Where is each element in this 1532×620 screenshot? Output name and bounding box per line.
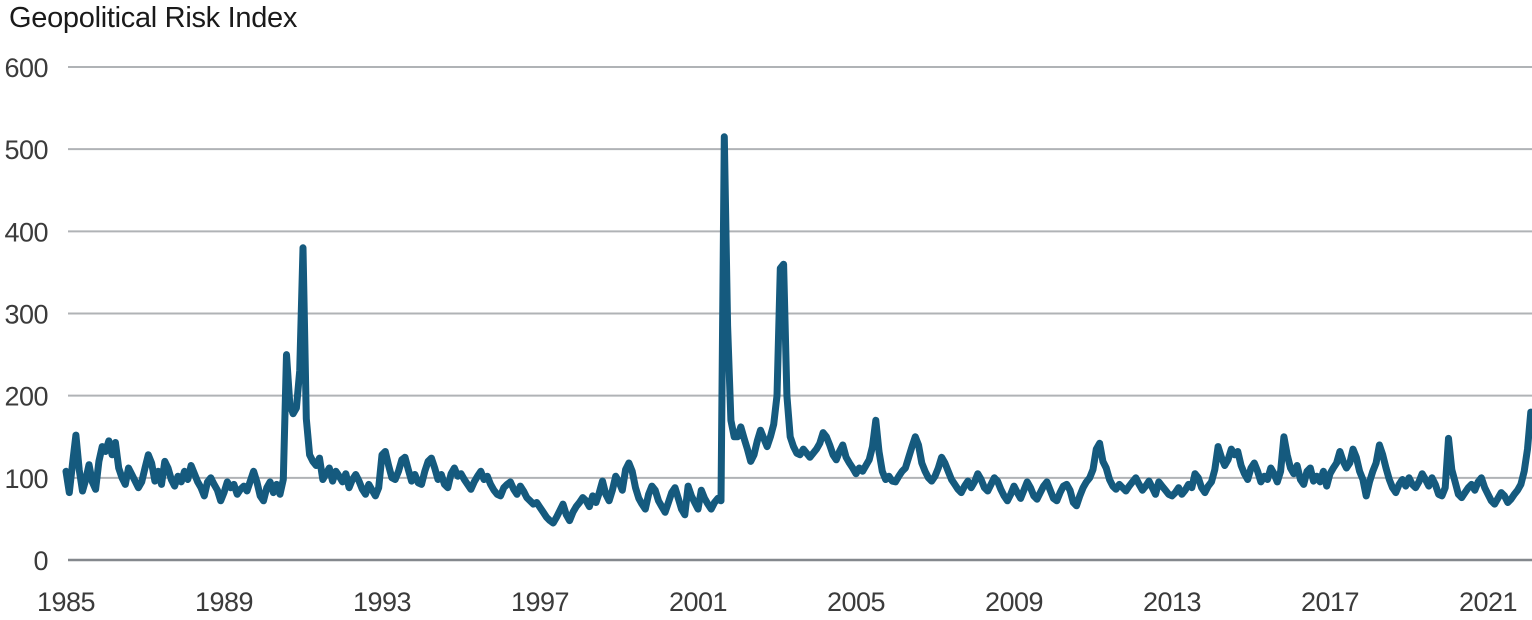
y-tick-label: 0: [33, 546, 48, 576]
x-tick-label: 2005: [827, 587, 885, 617]
x-tick-label: 1989: [195, 587, 253, 617]
chart-title: Geopolitical Risk Index: [9, 2, 298, 34]
x-tick-label: 2009: [985, 587, 1043, 617]
risk-index-line-group: [62, 133, 1532, 527]
x-axis-tick-labels: 1985 1989 1993 1997 2001 2005 2009 2013 2017 2021: [37, 587, 1518, 617]
y-tick-label: 100: [4, 464, 48, 494]
y-tick-label: 300: [4, 300, 48, 330]
y-tick-label: 200: [4, 382, 48, 412]
x-tick-label: 2001: [669, 587, 727, 617]
y-tick-label: 500: [4, 135, 48, 165]
x-tick-label: 2017: [1301, 587, 1359, 617]
x-tick-label: 2013: [1143, 587, 1201, 617]
y-axis-tick-labels: 0 100 200 300 400 500 600: [4, 53, 48, 576]
x-tick-label: 1997: [511, 587, 569, 617]
x-tick-label: 1993: [353, 587, 411, 617]
x-tick-label: 1985: [37, 587, 95, 617]
gridlines: [68, 66, 1532, 562]
y-tick-label: 600: [4, 53, 48, 83]
y-tick-label: 400: [4, 217, 48, 247]
risk-index-line: [62, 133, 1532, 527]
x-tick-label: 2021: [1459, 587, 1517, 617]
